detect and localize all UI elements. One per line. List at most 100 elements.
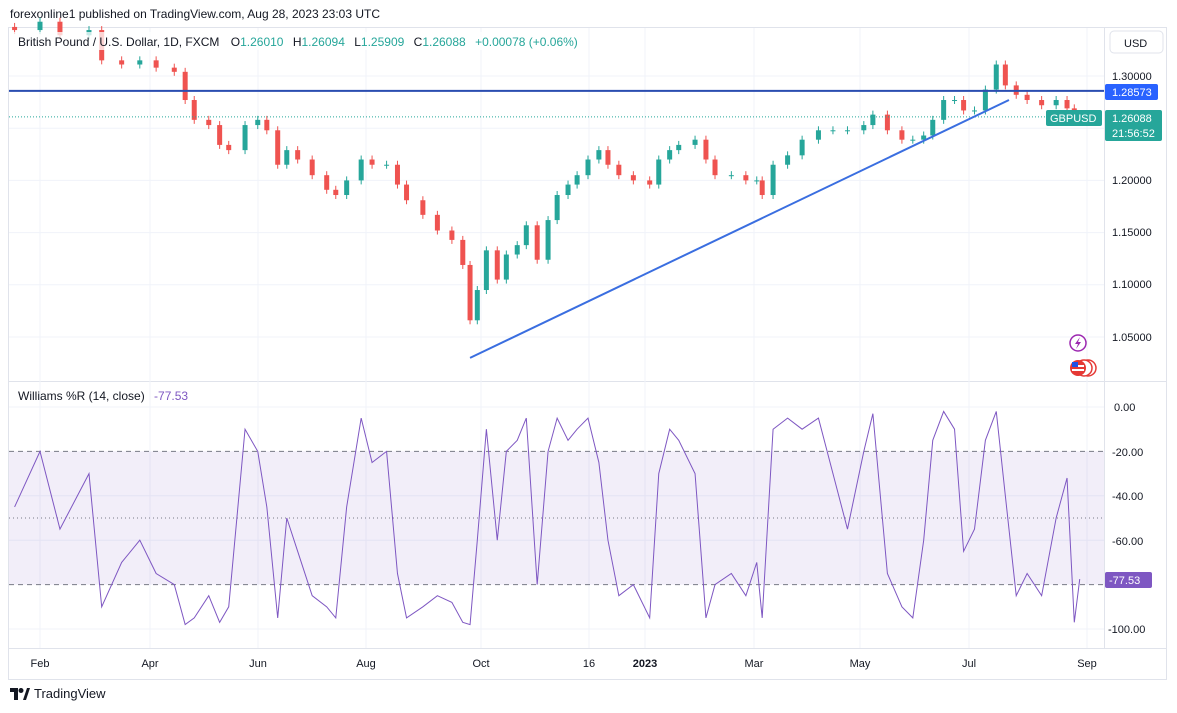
candle-body (884, 114, 890, 131)
wr-value-tag (1105, 572, 1152, 588)
candle-body (952, 100, 958, 102)
candle-body (961, 100, 967, 111)
candle-body (1064, 100, 1070, 109)
close-label: C (414, 35, 423, 49)
hline-price-label: 1.28573 (1112, 87, 1152, 99)
currency-button[interactable] (1109, 30, 1164, 54)
candle-body (667, 150, 673, 160)
candle-body (514, 245, 520, 255)
candle-body (982, 89, 988, 111)
candle-body (1039, 100, 1045, 106)
candle-body (759, 180, 765, 196)
candle-body (712, 159, 718, 176)
price-tick: 1.05000 (1112, 332, 1152, 344)
candle-body (420, 200, 426, 215)
candle-body (295, 150, 301, 160)
indicator-title: Williams %R (14, close) (18, 389, 145, 403)
williams-band (9, 450, 1104, 586)
currency-label: USD (1124, 38, 1147, 50)
candle-body (344, 180, 350, 196)
candle-body (941, 100, 947, 120)
candle-body (467, 264, 473, 321)
time-label: 16 (583, 658, 595, 670)
trend-line (469, 99, 1010, 359)
price-tick: 1.30000 (1112, 71, 1152, 83)
candle-body (770, 164, 776, 196)
tradingview-brand[interactable]: TradingView (10, 686, 106, 701)
williams-line (14, 410, 1081, 626)
candle-body (656, 159, 662, 185)
candle-body (394, 164, 400, 185)
candle-body (815, 130, 821, 140)
candle-body (616, 164, 622, 176)
candle-body (449, 230, 455, 240)
candle-body (324, 175, 330, 190)
candle-body (728, 175, 734, 177)
time-label: Jul (962, 658, 976, 670)
brand-name: TradingView (34, 686, 106, 701)
candle-body (384, 164, 390, 166)
candle-body (565, 184, 571, 196)
candle-body (434, 214, 440, 231)
open-label: O (231, 35, 240, 49)
candle-body (460, 239, 466, 265)
candle-body (596, 150, 602, 160)
candle-body (844, 130, 850, 132)
candle-body (545, 220, 551, 260)
candle-body (1024, 94, 1030, 101)
candle-body (12, 26, 18, 31)
time-label: Oct (472, 658, 489, 670)
time-label: Sep (1077, 658, 1097, 670)
legend-bg (12, 32, 572, 50)
time-label: Jun (249, 658, 267, 670)
high-label: H (293, 35, 302, 49)
candle-body (358, 159, 364, 181)
legend: British Pound / U.S. Dollar, 1D, FXCM O 1… (18, 35, 578, 49)
drawings[interactable] (9, 89, 1104, 359)
candle-body (921, 135, 927, 140)
time-label: Apr (141, 658, 158, 670)
time-axis[interactable]: Feb Apr Jun Aug Oct 16 2023 Mar May Jul … (31, 658, 1097, 670)
candle-body (993, 64, 999, 90)
candle-body (830, 130, 836, 132)
candle-body (242, 125, 248, 151)
candle-body (171, 67, 177, 72)
high-value: 1.26094 (302, 35, 346, 49)
lightning-icon[interactable] (1069, 334, 1087, 352)
chart-frame (8, 27, 1167, 680)
last-price-label: 1.26088 (1112, 113, 1152, 125)
indicator-value: -77.53 (154, 389, 188, 403)
close-value: 1.26088 (422, 35, 466, 49)
candle-body (799, 139, 805, 156)
candle-body (630, 175, 636, 181)
indicator-legend: Williams %R (14, close) -77.53 (18, 389, 188, 403)
candle-body (369, 159, 375, 165)
wr-tick: -20.00 (1112, 447, 1143, 459)
candle-body (309, 159, 315, 176)
price-tick: 1.20000 (1112, 175, 1152, 187)
candle-body (971, 110, 977, 112)
candle-body (191, 100, 197, 120)
candle-body (703, 139, 709, 160)
candle-body (206, 119, 212, 126)
candle-body (275, 130, 281, 165)
last-price-tag (1105, 110, 1162, 141)
symbol-tag (1046, 110, 1102, 126)
candle-body (137, 60, 143, 65)
candle-body (861, 125, 867, 131)
candle-body (676, 144, 682, 151)
legend-symbol: British Pound / U.S. Dollar, 1D, FXCM (18, 35, 219, 49)
candle-body (1053, 100, 1059, 106)
us-flag-icon[interactable] (1070, 359, 1097, 377)
wr-tick: -40.00 (1112, 491, 1143, 503)
price-tick: 1.15000 (1112, 227, 1152, 239)
time-label-year: 2023 (633, 658, 657, 670)
low-value: 1.25909 (361, 35, 405, 49)
candle-body (870, 114, 876, 126)
candle-body (284, 150, 290, 165)
candle-body (692, 139, 698, 145)
publish-info: forexonline1 published on TradingView.co… (10, 7, 381, 21)
candle-body (264, 119, 270, 131)
